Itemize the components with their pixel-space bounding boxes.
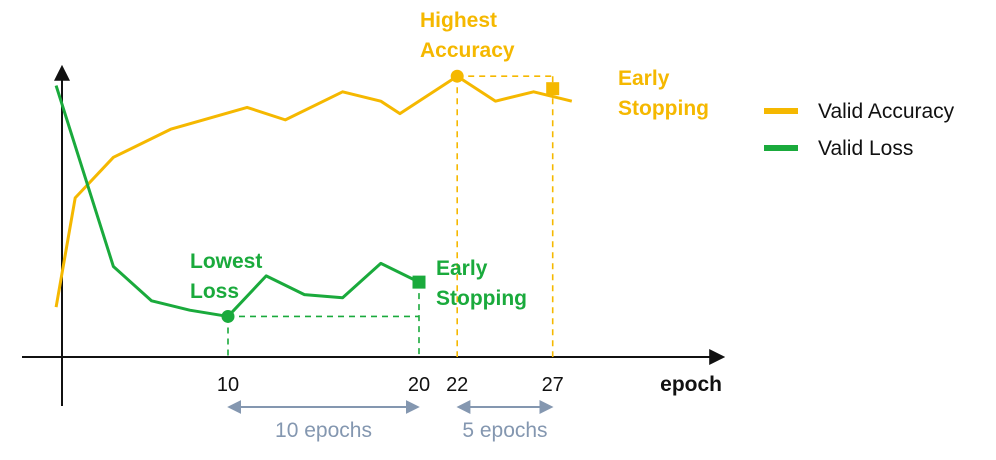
early-stopping-accuracy-label: Early Stopping <box>618 67 709 120</box>
x-tick-label: 27 <box>542 374 564 396</box>
early-stopping-accuracy-marker <box>546 82 560 96</box>
lowest-loss-label: Lowest Loss <box>190 250 268 303</box>
early-stopping-loss-label: Early Stopping <box>436 257 527 310</box>
highest-accuracy-line-2: Accuracy <box>420 39 515 62</box>
span-label: 5 epochs <box>462 419 547 442</box>
lowest-loss-line-2: Loss <box>190 280 239 303</box>
lowest-loss-line-1: Lowest <box>190 250 262 273</box>
x-tick-labels: 10 20 22 27 <box>217 374 564 396</box>
markers <box>221 69 560 323</box>
guide-lines <box>227 75 554 357</box>
legend: Valid Accuracy Valid Loss <box>764 100 955 160</box>
lowest-loss-marker <box>221 309 235 323</box>
highest-accuracy-line-1: Highest <box>420 9 497 32</box>
valid-accuracy-line <box>54 74 573 308</box>
valid-loss-line <box>54 85 420 318</box>
x-tick-label: 20 <box>408 374 430 396</box>
early-stopping-accuracy-line-1: Early <box>618 67 670 90</box>
legend-label-valid-loss: Valid Loss <box>818 137 913 160</box>
x-axis-label: epoch <box>660 373 722 396</box>
early-stopping-loss-marker <box>412 275 426 289</box>
highest-accuracy-label: Highest Accuracy <box>420 9 515 62</box>
early-stopping-accuracy-line-2: Stopping <box>618 97 709 120</box>
x-tick-label: 22 <box>446 374 468 396</box>
early-stopping-loss-line-2: Stopping <box>436 287 527 310</box>
highest-accuracy-marker <box>450 69 464 83</box>
early-stopping-loss-line-1: Early <box>436 257 488 280</box>
epoch-spans: 10 epochs 5 epochs <box>227 400 554 442</box>
x-tick-label: 10 <box>217 374 239 396</box>
legend-label-valid-accuracy: Valid Accuracy <box>818 100 955 123</box>
span-label: 10 epochs <box>275 419 372 442</box>
